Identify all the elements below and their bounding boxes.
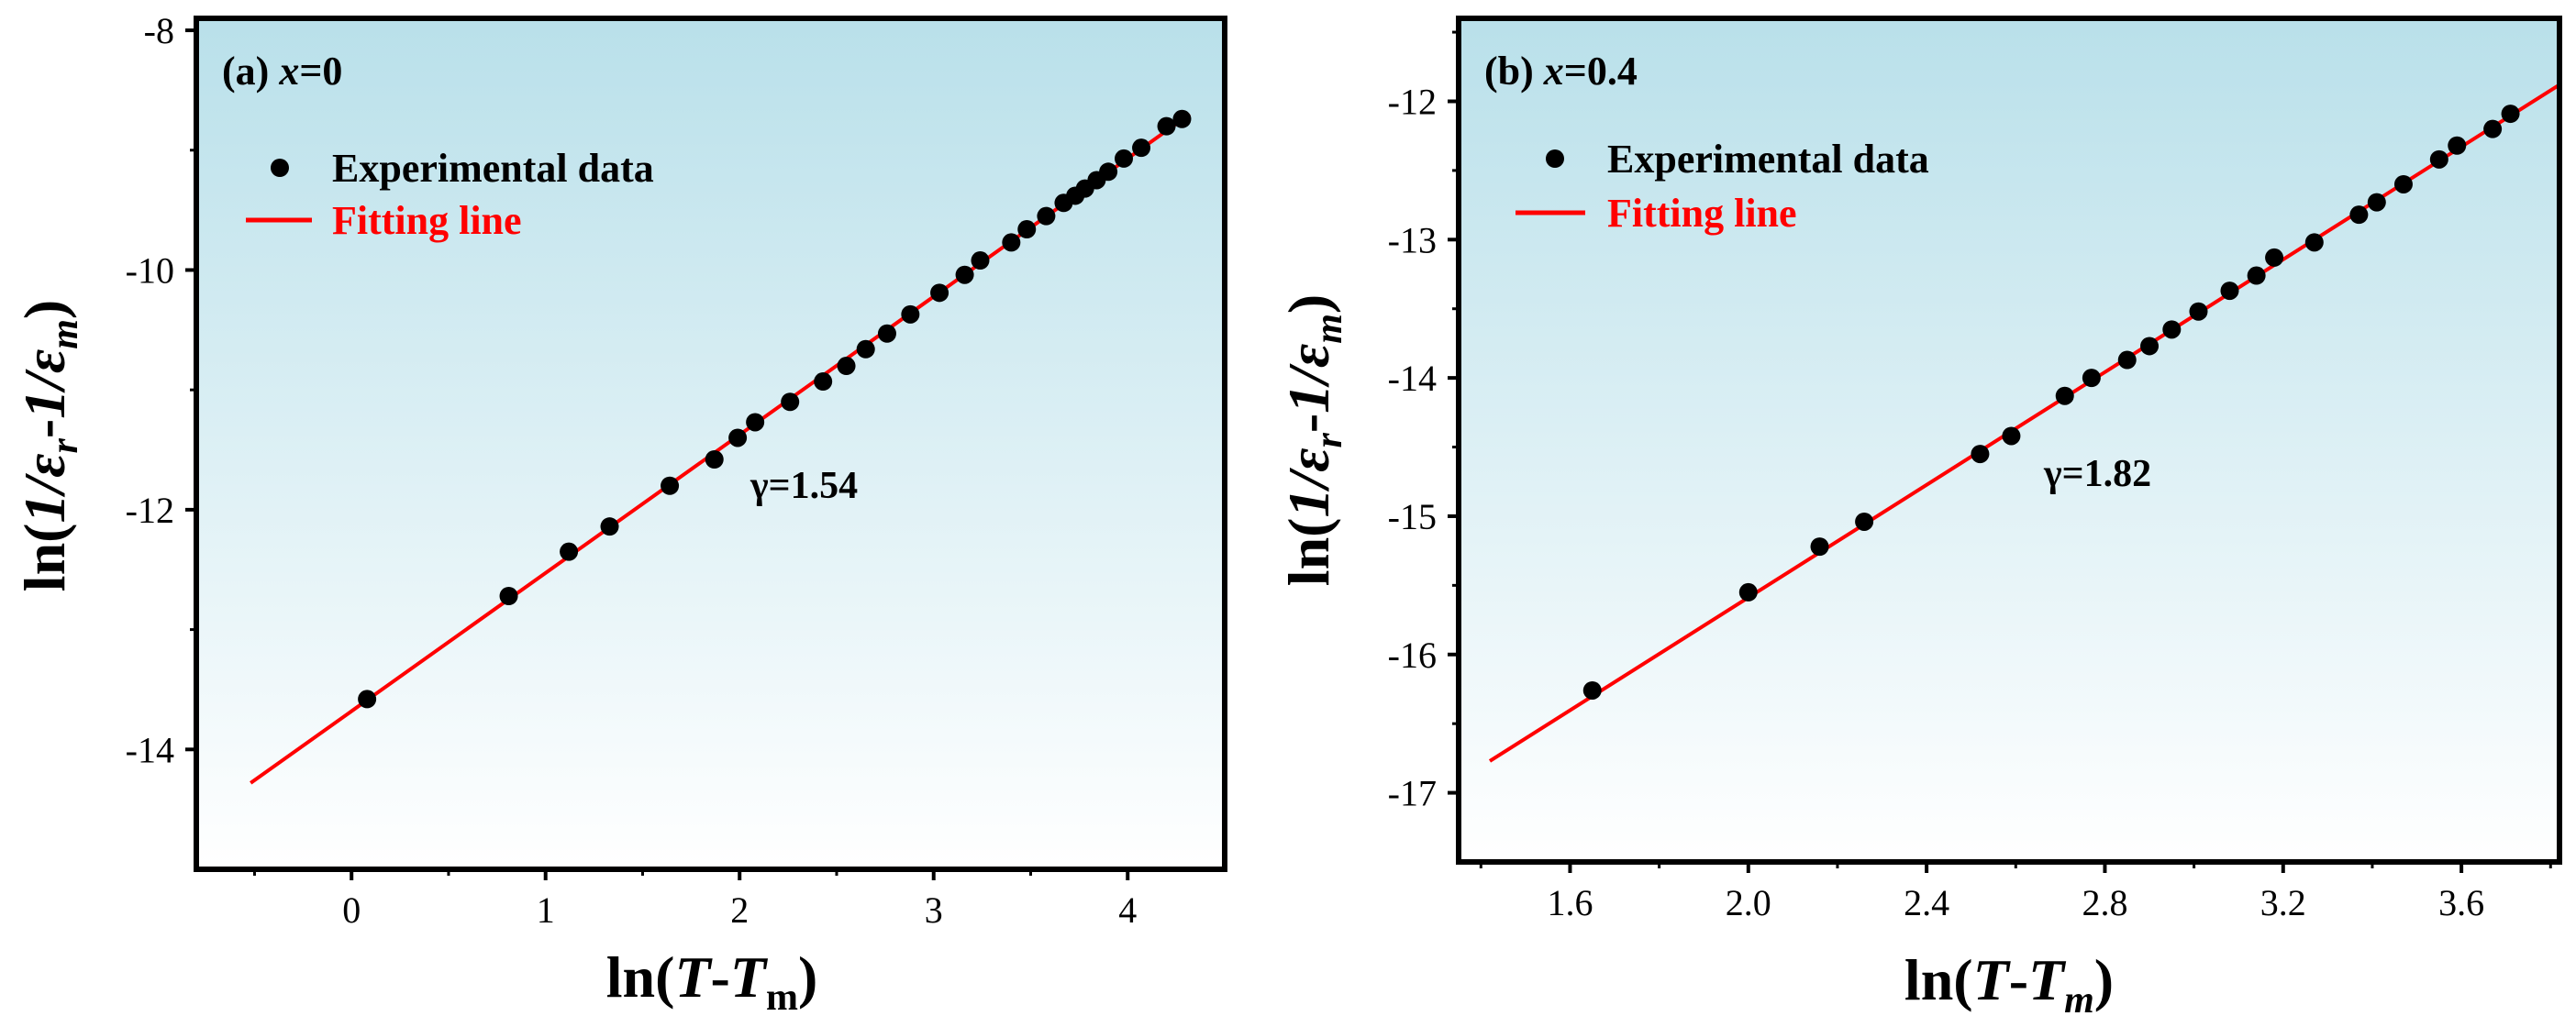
data-point-b (2055, 386, 2074, 405)
x-tick-label-a: 4 (1118, 889, 1137, 931)
panel-label-a: (a) x=0 (222, 49, 342, 94)
y-tick-label-b: -12 (1388, 81, 1437, 122)
data-point-a (971, 251, 990, 271)
data-point-a (781, 392, 800, 412)
legend-label-fit-b: Fitting line (1607, 191, 1797, 236)
ticks-a: 0 1 2 3 4 -14 -12 -10 -8 (126, 10, 1138, 931)
data-point-b (2265, 248, 2284, 267)
legend-marker-experimental-b (1546, 149, 1564, 168)
x-tick-label-b: 3.2 (2260, 882, 2306, 923)
x-axis-title-b: ln(T-Tm) (1904, 947, 2114, 1021)
data-point-a (1132, 138, 1151, 158)
y-tick-label-b: -16 (1388, 635, 1437, 676)
data-point-b (2247, 266, 2266, 285)
data-point-b (1582, 680, 1602, 700)
data-point-a (901, 304, 920, 324)
data-point-b (2483, 119, 2503, 138)
ticks-b: 1.6 2.0 2.4 2.8 3.2 3.6 -17 -16 -15 -14 -13 -12 (1388, 30, 2552, 923)
data-point-a (877, 324, 896, 343)
data-point-b (2393, 174, 2413, 193)
data-point-b (1738, 582, 1758, 602)
gamma-annotation-a: γ=1.54 (749, 465, 858, 507)
data-point-a (358, 690, 377, 709)
chart-panel-b: 1.6 2.0 2.4 2.8 3.2 3.6 -17 -16 -15 -14 -13 -12 (b)… (1276, 16, 2562, 1021)
data-point-a (1172, 109, 1192, 128)
data-point-a (814, 372, 833, 392)
data-point-b (2189, 302, 2208, 321)
data-point-a (560, 542, 579, 561)
panel-label-b: (b) x=0.4 (1484, 49, 1638, 94)
x-tick-label-a: 0 (342, 889, 361, 931)
data-point-b (2117, 350, 2137, 370)
data-point-a (661, 476, 680, 495)
plot-data-b (1488, 83, 2561, 763)
y-tick-label-b: -14 (1388, 358, 1437, 399)
data-point-b (2304, 233, 2324, 252)
x-tick-label-b: 3.6 (2438, 882, 2484, 923)
legend-marker-experimental-a (271, 159, 289, 177)
data-point-a (837, 357, 856, 376)
data-point-b (1855, 512, 1874, 531)
data-point-a (1017, 220, 1037, 239)
x-tick-label-a: 2 (730, 889, 749, 931)
data-point-a (1099, 162, 1118, 182)
x-tick-label-b: 2.8 (2082, 882, 2127, 923)
data-point-b (2448, 136, 2467, 155)
y-tick-label-a: -8 (144, 10, 174, 51)
legend-label-experimental-a: Experimental data (332, 146, 654, 191)
data-point-b (2082, 369, 2101, 388)
data-point-a (705, 449, 724, 469)
data-point-b (2162, 320, 2182, 339)
plot-frame-b (1456, 16, 2562, 865)
data-point-a (1115, 149, 1134, 168)
legend-label-experimental-b: Experimental data (1607, 137, 1929, 182)
data-point-a (499, 586, 518, 605)
y-tick-label-b: -13 (1388, 219, 1437, 260)
y-axis-title-b: ln(1/εr-1/εm) (1276, 294, 1350, 586)
data-point-b (1971, 445, 1990, 464)
data-point-a (1037, 206, 1056, 226)
plot-area-a (196, 18, 1225, 869)
data-point-b (2429, 149, 2448, 169)
y-tick-label-b: -17 (1388, 773, 1437, 814)
data-point-b (1810, 537, 1829, 557)
plot-data-a (250, 109, 1192, 785)
data-point-b (2349, 205, 2369, 225)
x-tick-label-a: 3 (925, 889, 943, 931)
data-point-a (600, 517, 619, 536)
y-tick-label-a: -10 (126, 249, 174, 291)
x-tick-label-b: 1.6 (1547, 882, 1593, 923)
x-tick-label-a: 1 (537, 889, 555, 931)
data-point-b (2002, 426, 2021, 446)
y-tick-label-b: -15 (1388, 496, 1437, 537)
y-tick-label-a: -12 (126, 490, 174, 531)
x-axis-title-a: ln(T-Tm) (606, 944, 818, 1019)
x-tick-label-b: 2.0 (1726, 882, 1771, 923)
data-point-b (2220, 282, 2239, 301)
data-point-b (2140, 337, 2160, 356)
data-point-a (1157, 116, 1176, 136)
gamma-annotation-b: γ=1.82 (2043, 453, 2151, 495)
plot-frame-a (194, 16, 1227, 872)
data-point-b (2367, 193, 2386, 212)
y-tick-label-a: -14 (126, 729, 174, 770)
data-point-a (955, 265, 974, 284)
x-tick-label-b: 2.4 (1904, 882, 1949, 923)
data-point-a (746, 413, 765, 432)
data-point-b (2501, 105, 2520, 124)
chart-panel-a: 0 1 2 3 4 -14 -12 -10 -8 (a) x=0 Experimental da… (12, 10, 1227, 1019)
data-point-a (1002, 233, 1021, 252)
data-point-a (728, 428, 748, 447)
legend-label-fit-a: Fitting line (332, 198, 522, 243)
data-point-a (856, 339, 875, 359)
y-axis-title-a: ln(1/εr-1/εm) (12, 300, 86, 591)
data-point-a (930, 283, 949, 303)
